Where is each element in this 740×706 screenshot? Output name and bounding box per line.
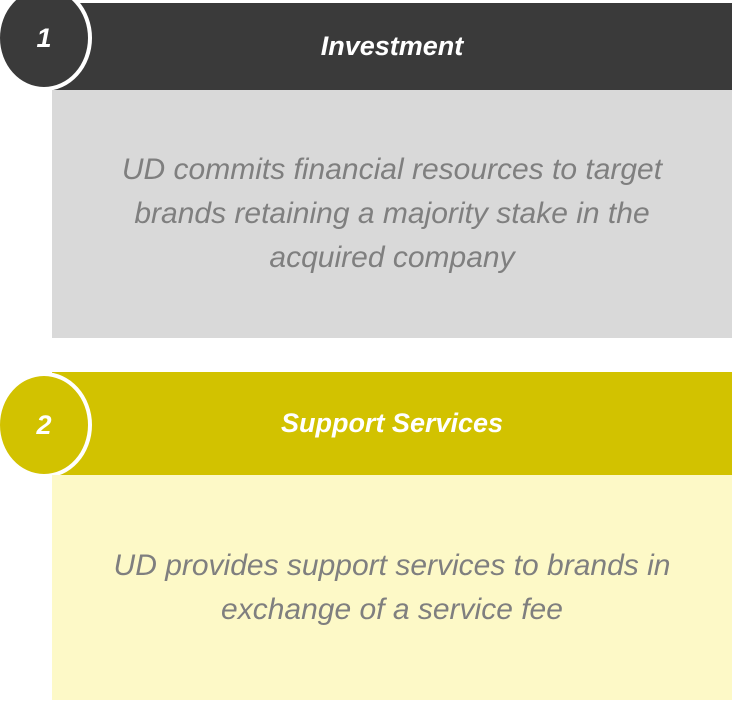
step-header: Support Services bbox=[52, 372, 732, 475]
step-body: UD provides support services to brands i… bbox=[52, 475, 732, 700]
step-body: UD commits financial resources to target… bbox=[52, 90, 732, 338]
step-badge: 1 bbox=[0, 0, 92, 91]
step-title: Investment bbox=[320, 31, 464, 61]
step-header: Investment bbox=[52, 3, 732, 90]
step-title: Support Services bbox=[280, 408, 504, 438]
step-description: UD commits financial resources to target… bbox=[121, 153, 663, 274]
step-badge: 2 bbox=[0, 372, 92, 478]
step-description: UD provides support services to brands i… bbox=[113, 548, 671, 626]
step-number: 2 bbox=[36, 409, 52, 440]
step-number: 1 bbox=[36, 22, 52, 53]
